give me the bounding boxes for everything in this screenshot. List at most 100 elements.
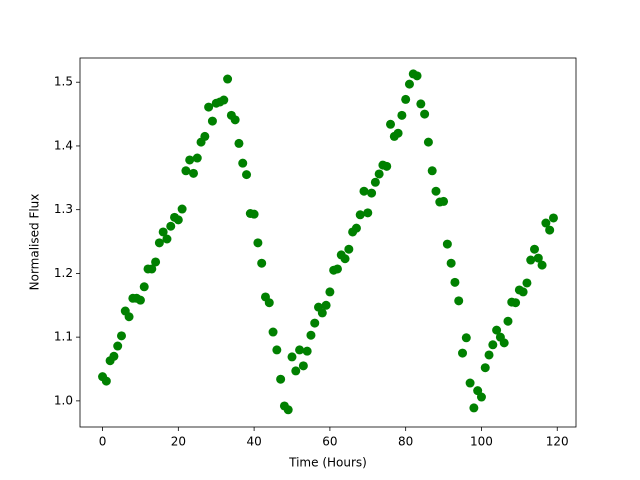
x-tick-label: 120 [546,435,569,449]
point [238,158,248,168]
y-tick-label: 1.0 [54,393,73,407]
point [363,208,373,218]
point [317,308,327,318]
point [181,166,191,176]
point [533,253,543,263]
point [177,204,187,214]
point [461,333,471,343]
point [465,378,475,388]
point [325,287,335,297]
point [530,244,540,254]
point [200,131,210,141]
point [310,318,320,328]
point [291,366,301,376]
point [321,300,331,310]
point [545,225,555,235]
y-tick-label: 1.5 [54,75,73,89]
point [207,116,217,126]
point [416,99,426,109]
point [249,209,259,219]
y-tick-label: 1.4 [54,138,73,152]
point [268,327,278,337]
point [124,312,134,322]
point [526,255,536,265]
point [287,352,297,362]
point [223,74,233,84]
point [116,331,126,341]
point [492,325,502,335]
point [332,264,342,274]
point [518,287,528,297]
y-tick-label: 1.1 [54,330,73,344]
point [219,95,229,105]
point [135,295,145,305]
point [242,170,252,180]
point [382,161,392,171]
point [113,341,123,351]
point [397,110,407,120]
point [503,316,513,326]
point [253,238,263,248]
point [367,188,377,198]
point [188,168,198,178]
point [541,218,551,228]
x-tick-label: 80 [398,435,413,449]
x-tick-label: 40 [246,435,261,449]
y-tick-label: 1.3 [54,202,73,216]
point [154,238,164,248]
point [158,227,168,237]
point [295,345,305,355]
plot-frame [79,57,577,428]
point [101,376,111,386]
point [423,137,433,147]
point [151,257,161,267]
point [359,186,369,196]
point [306,330,316,340]
point [257,258,267,268]
point [283,405,293,415]
point [454,296,464,306]
point [162,234,172,244]
y-tick-label: 1.2 [54,266,73,280]
point [439,196,449,206]
point [340,254,350,264]
point [488,340,498,350]
point [302,346,312,356]
point [370,177,380,187]
point [537,260,547,270]
point [420,109,430,119]
point [484,350,494,360]
point [355,210,365,220]
point [173,215,183,225]
x-tick-label: 60 [322,435,337,449]
y-axis-label: Normalised Flux [28,194,42,291]
point [276,374,286,384]
point [401,94,411,104]
point [450,277,460,287]
point [427,166,437,176]
point [374,169,384,179]
point [166,221,176,231]
x-tick-label: 20 [171,435,186,449]
point [386,119,396,129]
point [230,115,240,125]
point [404,79,414,89]
point [442,239,452,249]
point [469,403,479,413]
point [548,213,558,223]
x-tick-label: 100 [470,435,493,449]
point [147,264,157,274]
point [351,223,361,233]
point [446,258,456,268]
point [109,351,119,361]
point [393,128,403,138]
point [139,282,149,292]
point [511,298,521,308]
point [412,71,422,81]
point [522,278,532,288]
x-axis-label: Time (Hours) [288,456,367,470]
x-tick-label: 0 [99,435,107,449]
point [476,392,486,402]
